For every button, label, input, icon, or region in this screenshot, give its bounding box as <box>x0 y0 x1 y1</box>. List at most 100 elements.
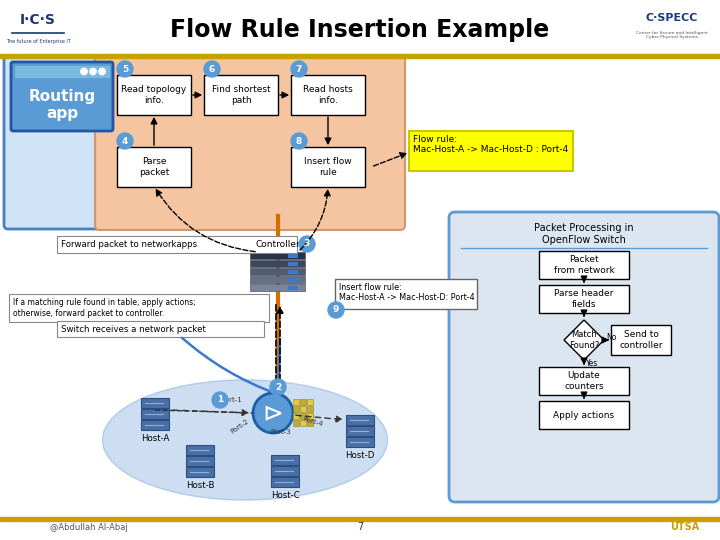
Text: Port-4: Port-4 <box>302 416 323 428</box>
Text: 3: 3 <box>304 240 310 248</box>
Circle shape <box>117 61 133 77</box>
Text: If a matching rule found in table, apply actions;
otherwise, forward packet to c: If a matching rule found in table, apply… <box>13 298 196 318</box>
Bar <box>250 276 305 283</box>
Text: Parse
packet: Parse packet <box>139 157 169 177</box>
Text: Host-A: Host-A <box>141 434 169 443</box>
FancyBboxPatch shape <box>539 401 629 429</box>
FancyBboxPatch shape <box>57 321 264 337</box>
Bar <box>293 406 299 412</box>
Text: 7: 7 <box>357 522 363 532</box>
Text: 2: 2 <box>275 382 281 392</box>
Text: Update
counters: Update counters <box>564 372 604 391</box>
Text: Apply actions: Apply actions <box>554 410 615 420</box>
Text: 5: 5 <box>122 64 128 73</box>
Bar <box>271 466 299 476</box>
Text: @Abdullah Al-Abaj: @Abdullah Al-Abaj <box>50 523 127 531</box>
Text: 6: 6 <box>209 64 215 73</box>
FancyBboxPatch shape <box>291 75 365 115</box>
Circle shape <box>81 68 87 75</box>
Bar <box>288 261 298 266</box>
Text: Send to
controller: Send to controller <box>619 330 662 350</box>
FancyBboxPatch shape <box>117 75 191 115</box>
Circle shape <box>212 392 228 408</box>
Bar <box>186 467 214 477</box>
Bar <box>250 260 305 267</box>
Bar <box>141 409 169 419</box>
Text: Parse header
fields: Parse header fields <box>554 289 613 309</box>
Text: Switch receives a network packet: Switch receives a network packet <box>61 325 206 334</box>
Bar <box>307 420 313 426</box>
Text: Host-C: Host-C <box>271 491 300 500</box>
FancyBboxPatch shape <box>117 147 191 187</box>
Bar <box>300 413 306 419</box>
Text: Host-D: Host-D <box>346 451 374 460</box>
Circle shape <box>328 302 344 318</box>
Text: Packet
from network: Packet from network <box>554 255 614 275</box>
FancyBboxPatch shape <box>611 325 671 355</box>
Bar <box>288 253 298 258</box>
Text: I·C·S: I·C·S <box>20 13 56 27</box>
FancyBboxPatch shape <box>57 236 297 253</box>
Text: 1: 1 <box>217 395 223 404</box>
Bar <box>186 456 214 466</box>
Text: 9: 9 <box>333 306 339 314</box>
FancyBboxPatch shape <box>539 251 629 279</box>
Text: Port-1: Port-1 <box>221 397 242 403</box>
FancyBboxPatch shape <box>4 56 120 229</box>
Bar <box>300 406 306 412</box>
Text: The future of Enterprise IT: The future of Enterprise IT <box>6 39 71 44</box>
Circle shape <box>299 236 315 252</box>
Bar <box>288 286 298 289</box>
Bar <box>307 399 313 405</box>
Bar <box>250 284 305 291</box>
FancyBboxPatch shape <box>335 279 477 309</box>
Polygon shape <box>564 320 604 360</box>
Bar <box>141 420 169 430</box>
Bar <box>250 252 305 259</box>
FancyBboxPatch shape <box>9 294 269 322</box>
Text: Find shortest
path: Find shortest path <box>212 85 270 105</box>
Bar <box>300 420 306 426</box>
Bar <box>346 415 374 425</box>
Text: ⊳: ⊳ <box>263 401 284 425</box>
Text: Forward packet to networkapps: Forward packet to networkapps <box>61 240 197 249</box>
Bar <box>15 66 109 77</box>
FancyBboxPatch shape <box>204 75 278 115</box>
Circle shape <box>117 133 133 149</box>
Bar <box>0 517 720 521</box>
Bar <box>271 477 299 487</box>
Circle shape <box>291 133 307 149</box>
Text: Controller: Controller <box>256 240 300 249</box>
Text: Flow rule:
Mac-Host-A -> Mac-Host-D : Port-4: Flow rule: Mac-Host-A -> Mac-Host-D : Po… <box>413 135 568 154</box>
Circle shape <box>204 61 220 77</box>
Text: 4: 4 <box>122 137 128 145</box>
Ellipse shape <box>102 380 387 500</box>
FancyBboxPatch shape <box>95 55 405 230</box>
Bar <box>346 426 374 436</box>
Text: Yes: Yes <box>586 360 598 368</box>
Text: UTSA: UTSA <box>670 522 700 532</box>
FancyBboxPatch shape <box>539 367 629 395</box>
Text: Port-2: Port-2 <box>230 417 250 434</box>
Text: Packet Processing in
OpenFlow Switch: Packet Processing in OpenFlow Switch <box>534 223 634 245</box>
Text: Host-B: Host-B <box>186 481 215 490</box>
FancyBboxPatch shape <box>291 147 365 187</box>
FancyBboxPatch shape <box>539 285 629 313</box>
Text: Center for Secure and Intelligent
Cyber-Physical Systems: Center for Secure and Intelligent Cyber-… <box>636 31 708 39</box>
Bar <box>293 413 299 419</box>
Bar <box>141 398 169 408</box>
Bar <box>293 420 299 426</box>
Bar <box>186 445 214 455</box>
Bar <box>271 455 299 465</box>
Circle shape <box>291 61 307 77</box>
Bar <box>300 399 306 405</box>
Text: C·SPECC: C·SPECC <box>646 13 698 23</box>
Text: Flow Rule Insertion Example: Flow Rule Insertion Example <box>171 18 549 42</box>
Circle shape <box>253 393 293 433</box>
Text: 8: 8 <box>296 137 302 145</box>
Text: Match
Found?: Match Found? <box>569 330 599 350</box>
FancyBboxPatch shape <box>409 131 573 171</box>
Bar <box>293 399 299 405</box>
Text: Port-3: Port-3 <box>270 429 291 435</box>
Bar <box>307 413 313 419</box>
